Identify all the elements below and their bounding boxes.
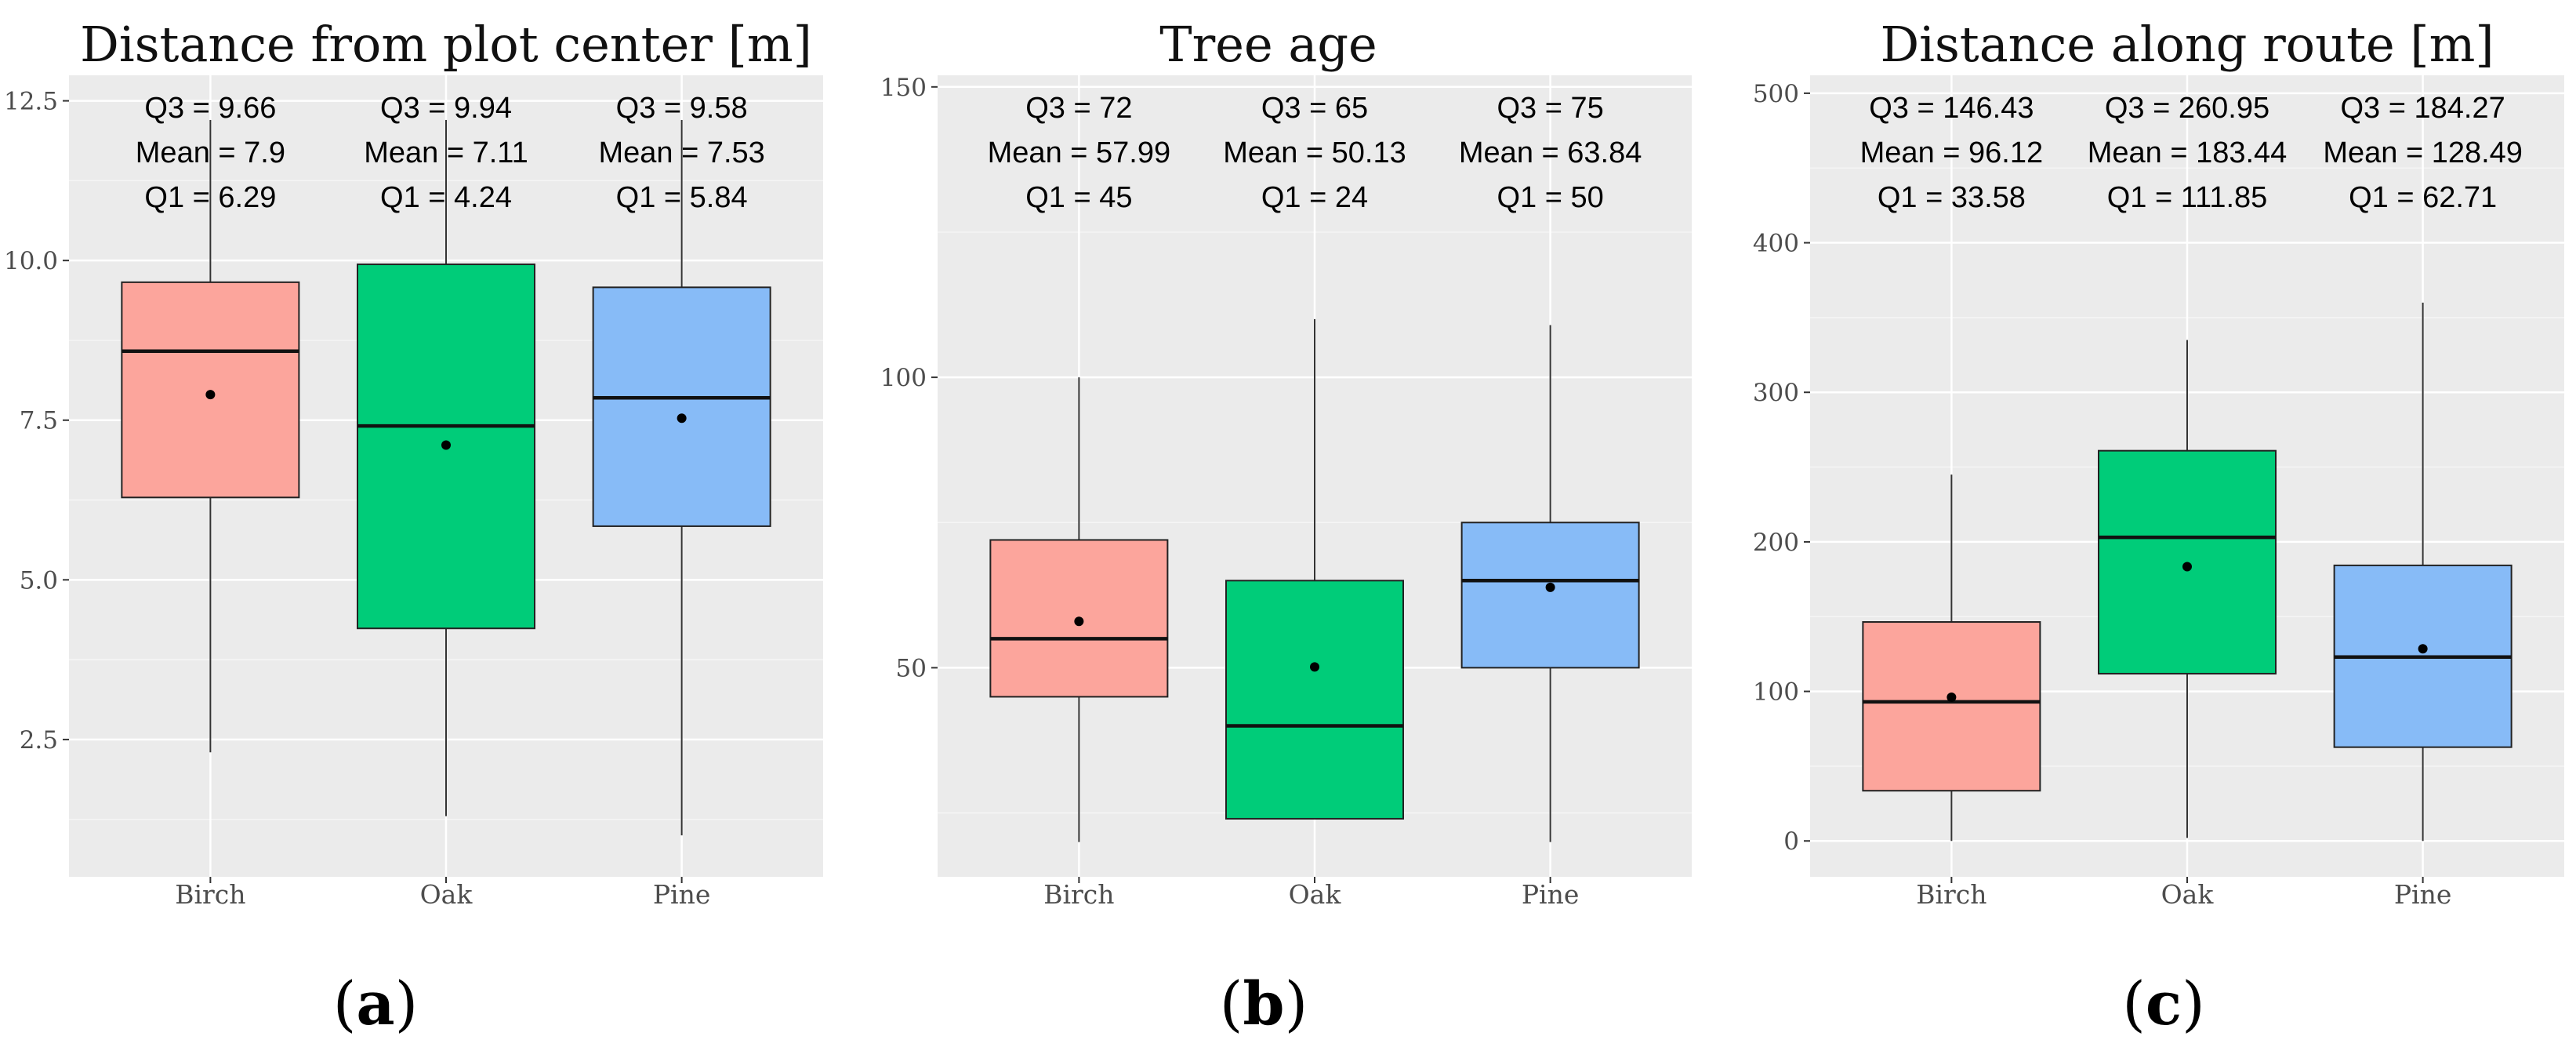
y-tick-label: 100 bbox=[880, 364, 927, 392]
caption-letter: c bbox=[2146, 969, 2182, 1038]
y-tick-label: 5.0 bbox=[20, 566, 58, 594]
y-tick-label: 2.5 bbox=[20, 726, 58, 754]
stat-annotation-q3: Q3 = 9.58 bbox=[616, 92, 748, 125]
stat-annotation-q3: Q3 = 9.94 bbox=[380, 92, 512, 125]
y-tick-label: 12.5 bbox=[4, 88, 58, 116]
y-tick-label: 0 bbox=[1783, 827, 1799, 856]
mean-point bbox=[441, 440, 451, 450]
panel-caption: (c) bbox=[2122, 969, 2205, 1038]
stat-annotation-q1: Q1 = 45 bbox=[1025, 181, 1132, 214]
stat-annotation-q3: Q3 = 72 bbox=[1025, 92, 1132, 125]
mean-point bbox=[1074, 616, 1084, 627]
x-tick-label: Oak bbox=[1289, 879, 1342, 910]
box-birch bbox=[1862, 474, 2041, 842]
iqr-box bbox=[121, 281, 300, 499]
chart-title: Tree age bbox=[1159, 16, 1377, 73]
caption-paren: ) bbox=[1285, 969, 1308, 1038]
x-tick-label: Pine bbox=[653, 879, 711, 910]
panel-caption: (b) bbox=[1220, 969, 1308, 1038]
iqr-box bbox=[592, 286, 771, 527]
caption-paren: ( bbox=[2122, 969, 2146, 1038]
stat-annotation-q1: Q1 = 33.58 bbox=[1878, 181, 2026, 214]
box-oak bbox=[2098, 340, 2277, 838]
stat-annotation-q1: Q1 = 62.71 bbox=[2349, 181, 2497, 214]
stat-annotation-mean: Mean = 63.84 bbox=[1459, 136, 1642, 169]
stat-annotation-q1: Q1 = 4.24 bbox=[380, 181, 512, 214]
iqr-box bbox=[1862, 621, 2041, 792]
stat-annotation-q3: Q3 = 260.95 bbox=[2105, 92, 2269, 125]
stat-annotation-mean: Mean = 128.49 bbox=[2323, 136, 2523, 169]
stat-annotation-mean: Mean = 57.99 bbox=[988, 136, 1170, 169]
x-tick-label: Birch bbox=[1043, 879, 1114, 910]
x-tick-label: Pine bbox=[1522, 879, 1580, 910]
stat-annotation-mean: Mean = 96.12 bbox=[1860, 136, 2043, 169]
iqr-box bbox=[1225, 580, 1404, 820]
chart-panel-a: Distance from plot center [m] 2.5 5.0 7.5 10… bbox=[4, 16, 823, 1038]
stat-annotation-q3: Q3 = 75 bbox=[1497, 92, 1603, 125]
stat-annotation-mean: Mean = 183.44 bbox=[2088, 136, 2288, 169]
y-tick-label: 300 bbox=[1753, 379, 1799, 407]
caption-paren: ( bbox=[333, 969, 357, 1038]
box-oak bbox=[357, 120, 535, 816]
y-tick-label: 50 bbox=[896, 654, 927, 682]
y-tick-label: 400 bbox=[1753, 230, 1799, 258]
box-pine bbox=[1460, 325, 1640, 842]
iqr-box bbox=[1460, 522, 1640, 669]
x-tick-label: Pine bbox=[2394, 879, 2452, 910]
caption-paren: ) bbox=[2182, 969, 2205, 1038]
caption-paren: ) bbox=[395, 969, 419, 1038]
chart-title: Distance from plot center [m] bbox=[80, 16, 812, 73]
stat-annotation-q1: Q1 = 111.85 bbox=[2107, 181, 2268, 214]
stat-annotation-mean: Mean = 7.11 bbox=[364, 136, 528, 169]
y-tick-label: 500 bbox=[1753, 80, 1799, 108]
mean-point bbox=[1947, 692, 1957, 702]
stat-annotation-q1: Q1 = 5.84 bbox=[616, 181, 748, 214]
mean-point bbox=[1545, 582, 1555, 592]
chart-panel-b: Tree age 50 100 150 Birch Q3 = 72 Mean = 57.99… bbox=[880, 16, 1692, 1038]
caption-paren: ( bbox=[1220, 969, 1243, 1038]
stat-annotation-q3: Q3 = 9.66 bbox=[144, 92, 276, 125]
box-birch bbox=[121, 120, 300, 753]
box-pine bbox=[592, 120, 771, 836]
y-tick-label: 7.5 bbox=[20, 407, 58, 435]
mean-point bbox=[2418, 644, 2428, 654]
stat-annotation-mean: Mean = 7.9 bbox=[136, 136, 285, 169]
x-tick-label: Birch bbox=[175, 879, 245, 910]
y-tick-label: 200 bbox=[1753, 529, 1799, 557]
caption-letter: b bbox=[1243, 969, 1284, 1038]
stat-annotation-q1: Q1 = 24 bbox=[1261, 181, 1368, 214]
caption-letter: a bbox=[356, 969, 394, 1038]
stat-annotation-q1: Q1 = 6.29 bbox=[144, 181, 276, 214]
mean-point bbox=[1310, 662, 1319, 672]
mean-point bbox=[205, 390, 216, 400]
chart-title: Distance along route [m] bbox=[1880, 16, 2494, 73]
stat-annotation-mean: Mean = 50.13 bbox=[1223, 136, 1406, 169]
panel-caption: (a) bbox=[333, 969, 419, 1038]
y-tick-label: 10.0 bbox=[4, 247, 58, 275]
mean-point bbox=[677, 413, 687, 424]
box-pine bbox=[2333, 302, 2513, 842]
stat-annotation-q3: Q3 = 65 bbox=[1261, 92, 1368, 125]
x-tick-label: Oak bbox=[420, 879, 473, 910]
stat-annotation-q1: Q1 = 50 bbox=[1497, 181, 1603, 214]
chart-panel-c: Distance along route [m] 0 100 200 300 400 500… bbox=[1753, 16, 2564, 1038]
box-oak bbox=[1225, 319, 1404, 820]
x-tick-label: Oak bbox=[2161, 879, 2215, 910]
stat-annotation-q3: Q3 = 184.27 bbox=[2341, 92, 2505, 125]
y-tick-label: 100 bbox=[1753, 678, 1799, 707]
stat-annotation-mean: Mean = 7.53 bbox=[598, 136, 764, 169]
y-tick-label: 150 bbox=[880, 74, 927, 102]
x-tick-label: Birch bbox=[1916, 879, 1986, 910]
mean-point bbox=[2182, 562, 2192, 572]
box-birch bbox=[989, 377, 1169, 842]
stat-annotation-q3: Q3 = 146.43 bbox=[1869, 92, 2034, 125]
